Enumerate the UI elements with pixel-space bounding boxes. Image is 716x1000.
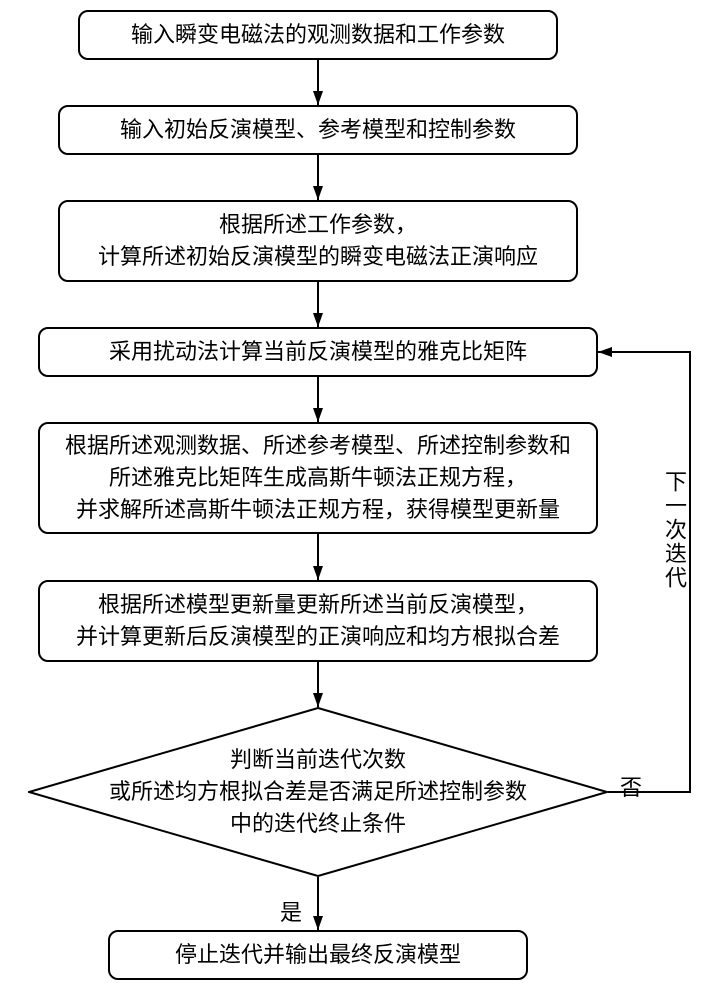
box-output-final: 停止迭代并输出最终反演模型 [108,930,528,980]
box-text: 根据所述观测数据、所述参考模型、所述控制参数和所述雅克比矩阵生成高斯牛顿法正规方… [65,430,571,526]
decision-diamond: 判断当前迭代次数或所述均方根拟合差是否满足所述控制参数中的迭代终止条件 [28,707,608,877]
box-input-initial-model: 输入初始反演模型、参考模型和控制参数 [58,105,578,155]
box-update-model: 根据所述模型更新量更新所述当前反演模型，并计算更新后反演模型的正演响应和均方根拟… [38,580,598,662]
box-input-observation: 输入瞬变电磁法的观测数据和工作参数 [78,10,558,60]
box-forward-response: 根据所述工作参数，计算所述初始反演模型的瞬变电磁法正演响应 [58,200,578,282]
box-jacobian: 采用扰动法计算当前反演模型的雅克比矩阵 [38,327,598,377]
label-next-iteration: 下一次迭代 [658,470,690,590]
box-text: 停止迭代并输出最终反演模型 [175,939,461,971]
box-text: 采用扰动法计算当前反演模型的雅克比矩阵 [109,336,527,368]
diamond-text: 判断当前迭代次数或所述均方根拟合差是否满足所述控制参数中的迭代终止条件 [109,744,527,840]
label-no: 否 [620,770,642,802]
box-text: 根据所述模型更新量更新所述当前反演模型，并计算更新后反演模型的正演响应和均方根拟… [76,589,560,653]
flowchart-canvas: 输入瞬变电磁法的观测数据和工作参数 输入初始反演模型、参考模型和控制参数 根据所… [0,0,716,1000]
box-gauss-newton: 根据所述观测数据、所述参考模型、所述控制参数和所述雅克比矩阵生成高斯牛顿法正规方… [38,422,598,534]
box-text: 输入初始反演模型、参考模型和控制参数 [120,114,516,146]
label-yes: 是 [280,895,302,927]
box-text: 根据所述工作参数，计算所述初始反演模型的瞬变电磁法正演响应 [98,209,538,273]
box-text: 输入瞬变电磁法的观测数据和工作参数 [131,19,505,51]
